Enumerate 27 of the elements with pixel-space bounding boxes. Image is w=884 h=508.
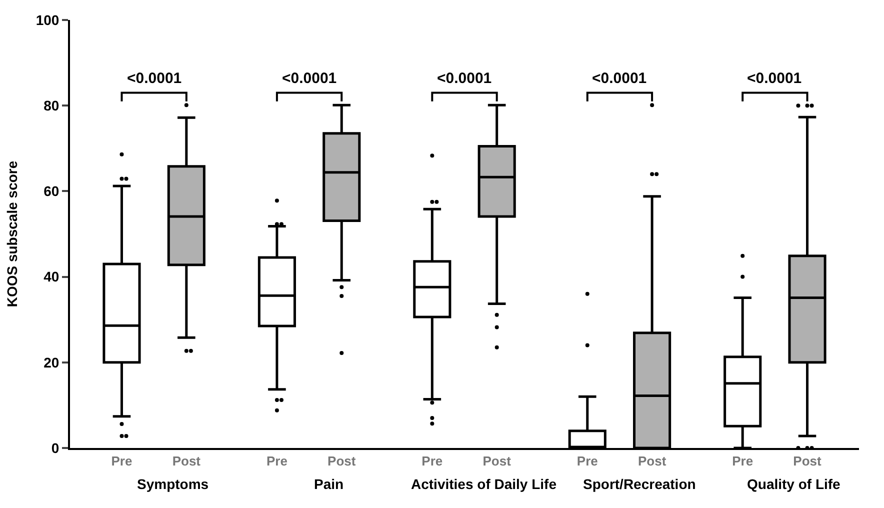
y-tick-label: 80 — [44, 98, 60, 114]
x-tick-label: Post — [638, 454, 667, 469]
text: Activities of Daily Life — [411, 476, 557, 492]
y-tick-label: 0 — [51, 440, 60, 456]
x-tick-label: Post — [172, 454, 202, 469]
y-tick-label: 60 — [44, 183, 60, 200]
annotation: <0.0001 — [747, 70, 802, 87]
x-tick-label: Post — [328, 454, 356, 469]
y-axis-title: KOOS subscale score — [4, 160, 20, 308]
y-tick-label: 100 — [36, 12, 60, 28]
x-tick-label: Post — [482, 454, 512, 469]
x-tick-label: Pre — [576, 454, 598, 469]
annotation: <0.0001 — [282, 70, 337, 87]
annotation: <0.0001 — [437, 70, 492, 87]
text: Pain — [314, 476, 344, 492]
annotation: <0.0001 — [127, 70, 182, 87]
y-tick-label: 40 — [44, 268, 60, 285]
text: Quality of Life — [747, 476, 841, 492]
x-tick-label: Pre — [111, 454, 132, 469]
x-tick-label: Post — [793, 454, 822, 469]
text: Sport/Recreation — [583, 476, 696, 492]
x-tick-label: Pre — [422, 454, 443, 469]
x-tick-label: Pre — [266, 454, 288, 469]
text: Symptoms — [137, 476, 209, 492]
annotation: <0.0001 — [592, 70, 647, 87]
y-tick-label: 20 — [44, 354, 60, 370]
x-tick-label: Pre — [732, 454, 754, 469]
